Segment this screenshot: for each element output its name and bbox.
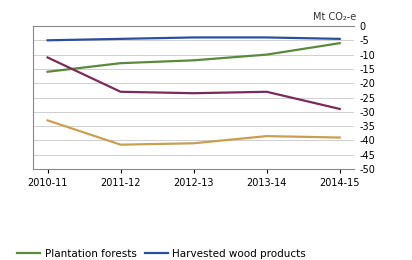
Harvested wood products	[337, 37, 342, 40]
Native forests	[191, 92, 196, 95]
Harvested wood products	[264, 36, 269, 39]
Plantation forests	[45, 70, 50, 73]
Total	[264, 135, 269, 138]
Harvested wood products	[45, 39, 50, 42]
Native forests	[264, 90, 269, 93]
Legend: Plantation forests, Native forests, Harvested wood products, Total: Plantation forests, Native forests, Harv…	[17, 249, 306, 260]
Native forests	[45, 56, 50, 59]
Native forests	[337, 107, 342, 110]
Plantation forests	[337, 42, 342, 45]
Plantation forests	[118, 62, 123, 65]
Harvested wood products	[191, 36, 196, 39]
Plantation forests	[264, 53, 269, 56]
Line: Native forests: Native forests	[47, 57, 340, 109]
Plantation forests	[191, 59, 196, 62]
Harvested wood products	[118, 37, 123, 40]
Native forests	[118, 90, 123, 93]
Text: Mt CO₂-e: Mt CO₂-e	[313, 12, 356, 22]
Line: Harvested wood products: Harvested wood products	[47, 37, 340, 40]
Total	[337, 136, 342, 139]
Total	[45, 119, 50, 122]
Line: Plantation forests: Plantation forests	[47, 43, 340, 72]
Total	[191, 142, 196, 145]
Total	[118, 143, 123, 146]
Line: Total: Total	[47, 120, 340, 145]
